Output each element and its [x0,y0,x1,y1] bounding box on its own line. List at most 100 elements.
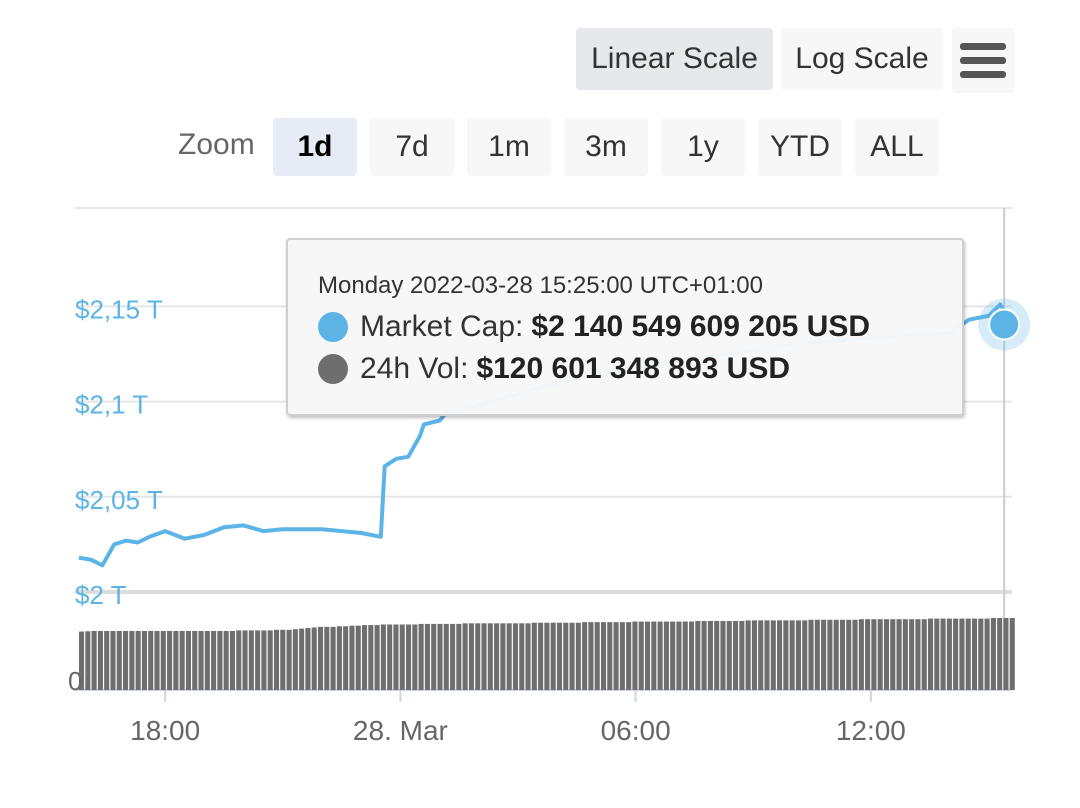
volume-bar [531,622,537,690]
volume-bar [563,622,569,690]
tooltip-volume-row: 24h Vol: $120 601 348 893 USD [318,352,790,386]
volume-bar [802,620,808,690]
linear-scale-button[interactable]: Linear Scale [576,28,773,90]
volume-bar [330,626,336,690]
volume-bar [607,622,613,690]
zoom-label: Zoom [178,128,255,161]
volume-bar [883,619,890,690]
volume-bar [380,624,386,690]
volume-bar [909,619,915,690]
volume-bar [594,622,600,690]
volume-axis-label: 0 [68,666,82,696]
volume-bar [613,622,619,690]
volume-bar [173,630,179,690]
volume-bar [959,618,965,690]
volume-bar [85,631,91,690]
volume-bar [733,620,739,690]
volume-bar [204,630,210,690]
volume-bar [707,620,713,690]
volume-bar [971,618,978,690]
y-tick-label: $2,15 T [75,294,163,324]
volume-bar [701,620,707,690]
volume-bar [412,624,418,690]
zoom-1d-button[interactable]: 1d [273,118,357,176]
volume-bar [632,621,638,690]
market-cap-dot-icon [318,312,348,342]
volume-bar [997,618,1003,690]
volume-bar [443,623,449,690]
volume-bar [79,631,85,690]
volume-bar [192,630,198,690]
volume-bar [550,622,556,690]
volume-bar [374,625,380,690]
volume-bar [97,630,103,690]
volume-bar [789,620,795,690]
volume-bar [940,618,946,690]
volume-bar [487,623,493,690]
zoom-3m-button[interactable]: 3m [564,118,648,176]
volume-bar [506,623,512,690]
x-tick-label: 28. Mar [353,715,448,746]
volume-bar [393,624,399,690]
volume-bar [821,619,827,690]
volume-bar [758,620,764,690]
axis-labels: $2 T $2,05 T $2,1 T $2,15 T 0 18:00 28. Mar 06:… [68,294,906,746]
volume-bar [242,630,248,690]
volume-bar [355,625,361,690]
volume-bar [556,622,563,690]
volume-bar [368,625,374,690]
volume-bar [808,619,814,690]
zoom-ytd-button[interactable]: YTD [758,118,842,176]
volume-bar [317,626,324,690]
volume-bar [267,630,273,690]
volume-bar [494,623,500,690]
volume-bar [984,618,990,690]
zoom-all-button[interactable]: ALL [855,118,939,176]
volume-bar [915,619,921,690]
volume-bar [978,618,984,690]
volume-bar [657,621,663,690]
volume-bar [387,624,393,690]
y-tick-label: $2 T [75,580,127,610]
volume-bar [600,622,607,690]
volume-bar [198,630,204,690]
log-scale-button[interactable]: Log Scale [781,28,943,90]
volume-bar [921,619,927,690]
y-tick-label: $2,1 T [75,390,148,420]
volume-bar [273,629,280,690]
volume-bar [406,624,412,690]
tooltip-market-cap-label: Market Cap: [360,310,524,343]
volume-bar [839,619,846,690]
zoom-7d-button[interactable]: 7d [370,118,454,176]
zoom-1y-button[interactable]: 1y [661,118,745,176]
volume-bar [525,623,531,690]
volume-bar [462,623,468,690]
chart-tooltip: Monday 2022-03-28 15:25:00 UTC+01:00 Mar… [286,238,964,416]
volume-bar [305,628,311,690]
volume-bar [292,629,298,690]
volume-bar [500,623,506,690]
volume-bar [248,630,254,690]
volume-bar [638,621,644,690]
volume-bar [1003,618,1009,690]
volume-bar [361,625,368,690]
volume-bar [349,625,355,690]
volume-bar [123,630,129,690]
zoom-1m-button[interactable]: 1m [467,118,551,176]
volume-bar [418,623,424,690]
volume-bar [135,630,141,690]
volume-bar [726,620,732,690]
volume-dot-icon [318,354,348,384]
volume-bar [770,620,776,690]
volume-bar [217,630,223,690]
volume-bar [626,622,632,690]
volume-bar [946,618,952,690]
volume-bar [795,620,801,690]
x-tick-label: 06:00 [601,715,671,746]
hamburger-menu-icon[interactable] [952,28,1014,93]
tooltip-market-cap-row: Market Cap: $2 140 549 609 205 USD [318,310,870,344]
volume-bar [695,620,701,690]
volume-bar [745,620,751,690]
volume-bar [475,623,481,690]
